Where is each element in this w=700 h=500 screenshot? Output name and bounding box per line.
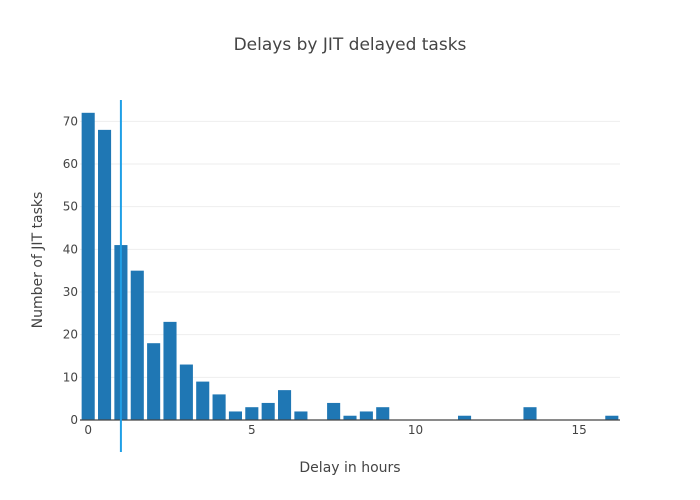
x-tick-label: 5 (248, 423, 256, 437)
grid-layer (80, 120, 620, 378)
bar (327, 402, 341, 420)
y-tick-label: 50 (63, 200, 78, 214)
bar (376, 407, 390, 420)
bar (147, 343, 161, 420)
x-tick-label: 10 (408, 423, 423, 437)
bar (261, 402, 275, 420)
bar (523, 407, 537, 420)
bar (81, 112, 95, 421)
y-tick-label: 20 (63, 328, 78, 342)
y-tick-label: 40 (63, 242, 78, 256)
bar (212, 394, 226, 420)
y-tick-label: 10 (63, 370, 78, 384)
bar (294, 411, 308, 420)
bar (605, 415, 619, 420)
chart-title: Delays by JIT delayed tasks (234, 35, 467, 55)
y-tick-label: 70 (63, 114, 78, 128)
bar (163, 321, 177, 420)
bar (245, 407, 259, 420)
bar (196, 381, 210, 420)
y-tick-label: 60 (63, 157, 78, 171)
bar (458, 415, 472, 420)
x-tick-label: 0 (84, 423, 92, 437)
bar (130, 270, 144, 420)
bar (343, 415, 357, 420)
y-tick-label: 0 (70, 413, 78, 427)
y-axis-label: Number of JIT tasks (30, 192, 46, 329)
bar (179, 364, 193, 420)
bar (359, 411, 373, 420)
axis-layer: 0 10 20 30 40 50 60 70 0 5 10 15 (63, 100, 620, 452)
x-axis-label: Delay in hours (299, 460, 400, 476)
bar (278, 390, 292, 420)
y-tick-label: 30 (63, 285, 78, 299)
bars-layer (81, 112, 619, 421)
bar (228, 411, 242, 420)
bar (98, 129, 112, 420)
x-tick-label: 15 (571, 423, 586, 437)
